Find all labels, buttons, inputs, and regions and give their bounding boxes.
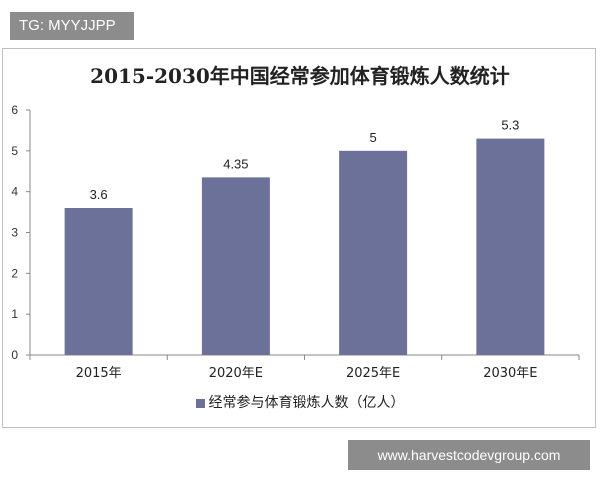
data-label: 3.6 [90,187,108,202]
bar [476,138,545,355]
y-tick-label: 5 [11,144,18,158]
chart-labels: 3.6 2015年 4.35 2020年E 5 2025年E 5.3 2030年E [76,118,538,381]
y-tick-label: 0 [11,348,18,362]
legend-label: 经常参与体育锻炼人数（亿人） [208,395,405,411]
y-tick-label: 2 [11,266,18,280]
bar [339,150,408,355]
x-tick-label: 2030年E [483,366,537,381]
chart-legend: 经常参与体育锻炼人数（亿人） [0,392,600,412]
chart-bars [64,138,545,355]
data-label: 4.35 [223,156,248,171]
data-label: 5 [370,130,377,145]
watermark-badge: TG: MYYJJPP [10,12,134,40]
x-tick-label: 2015年 [76,366,122,381]
y-tick-label: 4 [11,185,18,199]
bar [201,177,270,355]
legend-swatch [195,398,205,408]
x-tick-label: 2020年E [209,366,263,381]
source-url-badge: www.harvestcodevgroup.com [348,440,590,470]
x-tick-label: 2025年E [346,366,400,381]
y-tick-label: 6 [11,103,18,117]
chart-title: 2015-2030年中国经常参加体育锻炼人数统计 [90,64,510,88]
data-label: 5.3 [501,118,519,133]
y-tick-label: 1 [11,307,18,321]
bar [64,208,133,355]
y-tick-label: 3 [11,226,18,240]
